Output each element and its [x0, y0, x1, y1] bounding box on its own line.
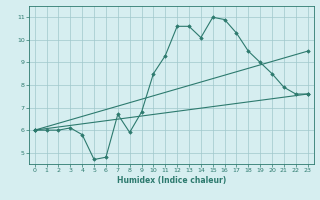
X-axis label: Humidex (Indice chaleur): Humidex (Indice chaleur) — [116, 176, 226, 185]
